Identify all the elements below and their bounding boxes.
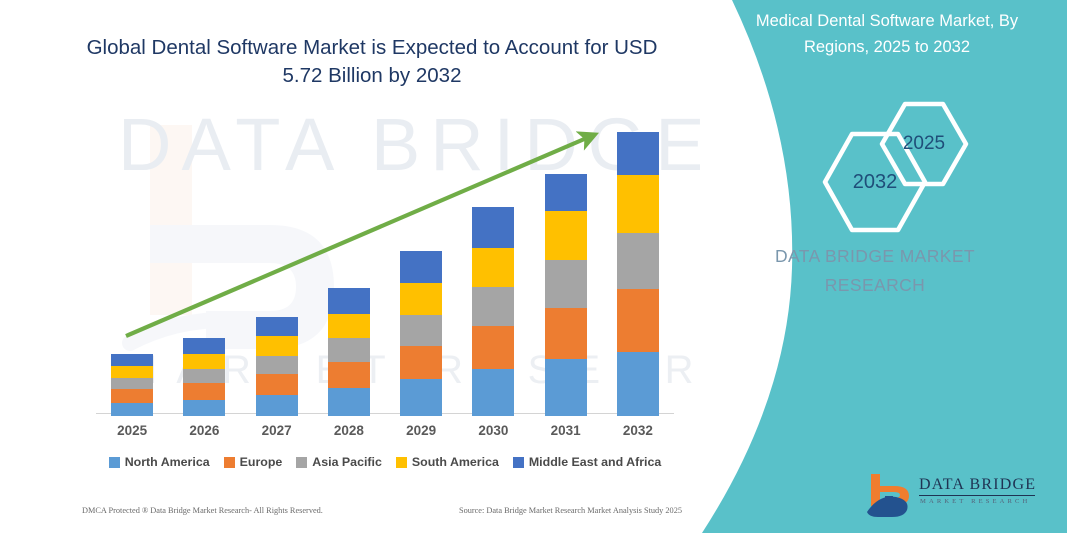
- footer-source: Source: Data Bridge Market Research Mark…: [458, 506, 682, 515]
- bar-segment-north-america: [111, 402, 154, 416]
- bar-segment-north-america: [255, 394, 298, 416]
- bar-segment-south-america: [327, 313, 370, 339]
- bar-segment-asia-pacific: [616, 233, 659, 290]
- legend-label: North America: [124, 455, 210, 469]
- bar-segment-north-america: [544, 358, 587, 416]
- bar-2031: [544, 174, 587, 416]
- bar-segment-middle-east-and-africa: [472, 206, 515, 248]
- bar-2030: [472, 206, 515, 416]
- legend-label: Europe: [239, 455, 283, 469]
- bar-segment-europe: [472, 326, 515, 370]
- hexagon-2032: 2032: [820, 130, 930, 234]
- x-axis-label-2032: 2032: [622, 423, 653, 438]
- legend-item-south-america[interactable]: South America: [395, 455, 499, 469]
- page-title: Global Dental Software Market is Expecte…: [86, 36, 658, 87]
- bar-segment-middle-east-and-africa: [327, 288, 370, 314]
- brand-tagline: MARKET RESEARCH: [920, 498, 1031, 505]
- legend-swatch-icon: [512, 456, 524, 468]
- legend-swatch-icon: [296, 456, 308, 468]
- footer-copyright: DMCA Protected ® Data Bridge Market Rese…: [82, 506, 323, 515]
- panel-background-shape: [702, 0, 1067, 533]
- brand-divider: [919, 495, 1035, 496]
- bar-segment-south-america: [472, 247, 515, 288]
- bar-segment-middle-east-and-africa: [400, 250, 443, 284]
- x-axis-labels: 2025 2026 2027 2028 2029 2030 2031 2032: [96, 423, 674, 445]
- bar-segment-europe: [616, 289, 659, 352]
- legend-swatch-icon: [108, 456, 120, 468]
- bar-segment-asia-pacific: [544, 259, 587, 308]
- bar-segment-asia-pacific: [183, 369, 226, 384]
- bar-segment-asia-pacific: [111, 378, 154, 390]
- bar-segment-middle-east-and-africa: [616, 132, 659, 176]
- legend-label: Asia Pacific: [312, 455, 382, 469]
- bar-2027: [255, 317, 298, 416]
- hexagon-2025-label: 2025: [902, 133, 946, 154]
- x-axis-label-2026: 2026: [189, 423, 220, 438]
- bar-2028: [327, 288, 370, 416]
- bar-segment-asia-pacific: [327, 338, 370, 362]
- bar-segment-asia-pacific: [255, 355, 298, 375]
- legend-item-europe[interactable]: Europe: [223, 455, 283, 469]
- bar-segment-middle-east-and-africa: [255, 317, 298, 337]
- bar-segment-south-america: [616, 175, 659, 234]
- bar-segment-south-america: [255, 336, 298, 356]
- legend-swatch-icon: [395, 456, 407, 468]
- bar-segment-europe: [327, 361, 370, 389]
- brand-name: DATA BRIDGE: [919, 476, 1037, 493]
- bar-segment-south-america: [183, 353, 226, 370]
- footer: DMCA Protected ® Data Bridge Market Rese…: [82, 506, 682, 515]
- brand-logo: DATA BRIDGE MARKET RESEARCH: [865, 470, 1045, 522]
- bar-segment-north-america: [400, 379, 443, 416]
- bar-segment-europe: [111, 389, 154, 403]
- bar-segment-middle-east-and-africa: [544, 174, 587, 211]
- bar-segment-middle-east-and-africa: [111, 353, 154, 367]
- bar-segment-asia-pacific: [400, 314, 443, 346]
- bar-segment-europe: [544, 307, 587, 359]
- x-axis-label-2028: 2028: [333, 423, 364, 438]
- legend-swatch-icon: [223, 456, 235, 468]
- panel-title: Medical Dental Software Market, By Regio…: [755, 12, 1019, 56]
- legend-item-asia-pacific[interactable]: Asia Pacific: [296, 455, 382, 469]
- bar-2025: [111, 353, 154, 416]
- bar-2032: [616, 132, 659, 416]
- bar-segment-north-america: [472, 369, 515, 416]
- bar-segment-middle-east-and-africa: [183, 338, 226, 354]
- x-axis-label-2029: 2029: [406, 423, 437, 438]
- legend-item-north-america[interactable]: North America: [108, 455, 210, 469]
- bar-segment-europe: [400, 345, 443, 380]
- bar-segment-south-america: [111, 366, 154, 379]
- bar-segment-south-america: [400, 283, 443, 315]
- right-panel: Medical Dental Software Market, By Regio…: [680, 0, 1067, 533]
- bar-2026: [183, 338, 226, 416]
- bar-segment-south-america: [544, 210, 587, 260]
- hexagon-2025: 2025: [878, 100, 970, 188]
- x-axis-label-2031: 2031: [550, 423, 581, 438]
- company-name-text: DATA BRIDGE MARKET RESEARCH: [774, 246, 976, 295]
- x-axis-label-2025: 2025: [117, 423, 148, 438]
- brand-mark-icon: [867, 474, 909, 517]
- chart-baseline: [96, 413, 674, 414]
- legend-item-middle-east-and-africa[interactable]: Middle East and Africa: [512, 455, 662, 469]
- legend-label: South America: [411, 455, 499, 469]
- bar-segment-europe: [183, 383, 226, 400]
- hexagon-2032-label: 2032: [852, 170, 898, 193]
- legend-label: Middle East and Africa: [528, 455, 662, 469]
- bar-segment-north-america: [183, 399, 226, 416]
- bar-segment-north-america: [327, 388, 370, 416]
- bar-segment-asia-pacific: [472, 287, 515, 327]
- bar-2029: [400, 250, 443, 416]
- bar-segment-europe: [255, 374, 298, 395]
- bar-segment-north-america: [616, 351, 659, 416]
- x-axis-label-2027: 2027: [261, 423, 292, 438]
- chart-legend: North America Europe Asia Pacific South Ame…: [96, 455, 674, 469]
- x-axis-label-2030: 2030: [478, 423, 509, 438]
- stacked-bar-chart: [96, 120, 674, 416]
